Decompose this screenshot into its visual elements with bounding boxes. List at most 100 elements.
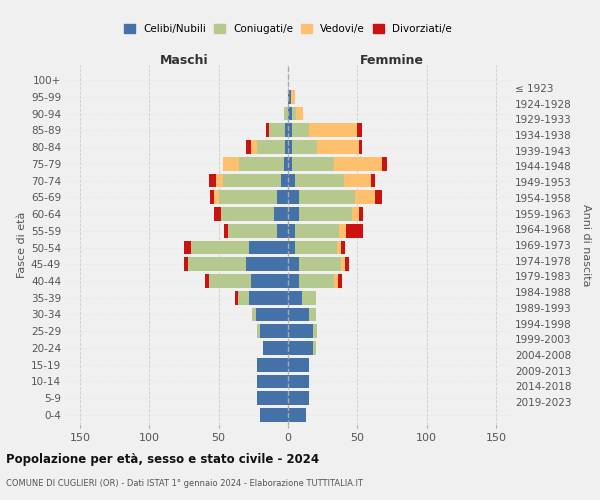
Bar (260, 408, 288, 422)
Bar (257, 358, 288, 372)
Bar (281, 174, 288, 188)
Bar (376, 190, 382, 204)
Bar (247, 140, 251, 154)
Bar (334, 274, 338, 288)
Bar (285, 140, 288, 154)
Bar (288, 240, 295, 254)
Bar (317, 140, 359, 154)
Bar (288, 224, 295, 237)
Bar (288, 140, 292, 154)
Bar (299, 190, 355, 204)
Bar (288, 124, 292, 137)
Bar (274, 207, 288, 221)
Bar (295, 174, 343, 188)
Bar (371, 174, 376, 188)
Bar (205, 274, 209, 288)
Bar (223, 157, 239, 170)
Bar (341, 258, 345, 271)
Bar (292, 157, 334, 170)
Bar (288, 90, 291, 104)
Bar (358, 124, 362, 137)
Bar (216, 174, 223, 188)
Bar (214, 190, 218, 204)
Bar (221, 207, 274, 221)
Bar (288, 358, 309, 372)
Bar (184, 258, 188, 271)
Bar (223, 174, 281, 188)
Bar (210, 190, 214, 204)
Bar (309, 308, 316, 322)
Bar (334, 157, 382, 170)
Bar (299, 274, 334, 288)
Text: Femmine: Femmine (360, 54, 424, 66)
Legend: Celibi/Nubili, Coniugati/e, Vedovi/e, Divorziati/e: Celibi/Nubili, Coniugati/e, Vedovi/e, Di… (120, 20, 456, 38)
Bar (269, 124, 285, 137)
Bar (288, 207, 299, 221)
Bar (239, 157, 284, 170)
Bar (284, 106, 288, 120)
Bar (313, 341, 316, 355)
Bar (257, 374, 288, 388)
Bar (337, 240, 341, 254)
Bar (238, 291, 249, 304)
Bar (288, 291, 302, 304)
Bar (188, 258, 247, 271)
Text: Maschi: Maschi (160, 54, 208, 66)
Bar (288, 308, 309, 322)
Bar (247, 258, 288, 271)
Text: Popolazione per età, sesso e stato civile - 2024: Popolazione per età, sesso e stato civil… (6, 452, 319, 466)
Bar (249, 291, 288, 304)
Bar (338, 274, 342, 288)
Bar (249, 240, 288, 254)
Bar (263, 341, 288, 355)
Bar (291, 90, 295, 104)
Bar (288, 258, 299, 271)
Bar (340, 224, 346, 237)
Bar (257, 392, 288, 405)
Bar (288, 392, 309, 405)
Bar (292, 106, 296, 120)
Bar (285, 124, 288, 137)
Bar (292, 140, 317, 154)
Y-axis label: Fasce di età: Fasce di età (17, 212, 27, 278)
Bar (257, 140, 285, 154)
Bar (359, 140, 362, 154)
Bar (296, 106, 303, 120)
Bar (288, 157, 292, 170)
Bar (309, 124, 358, 137)
Bar (295, 240, 337, 254)
Bar (252, 308, 256, 322)
Bar (341, 240, 345, 254)
Bar (288, 374, 309, 388)
Y-axis label: Anni di nascita: Anni di nascita (581, 204, 591, 286)
Bar (284, 157, 288, 170)
Bar (184, 240, 191, 254)
Bar (209, 274, 251, 288)
Bar (277, 224, 288, 237)
Bar (288, 324, 313, 338)
Bar (295, 224, 340, 237)
Text: COMUNE DI CUGLIERI (OR) - Dati ISTAT 1° gennaio 2024 - Elaborazione TUTTITALIA.I: COMUNE DI CUGLIERI (OR) - Dati ISTAT 1° … (6, 479, 363, 488)
Bar (359, 207, 363, 221)
Bar (288, 274, 299, 288)
Bar (218, 190, 277, 204)
Bar (343, 174, 371, 188)
Bar (266, 124, 269, 137)
Bar (235, 291, 238, 304)
Bar (191, 240, 249, 254)
Bar (288, 341, 313, 355)
Bar (260, 324, 288, 338)
Bar (288, 174, 295, 188)
Bar (292, 124, 309, 137)
Bar (346, 224, 363, 237)
Bar (214, 207, 221, 221)
Bar (355, 190, 376, 204)
Bar (313, 324, 317, 338)
Bar (224, 224, 229, 237)
Bar (382, 157, 386, 170)
Bar (345, 258, 349, 271)
Bar (288, 408, 306, 422)
Bar (277, 190, 288, 204)
Bar (288, 106, 292, 120)
Bar (251, 274, 288, 288)
